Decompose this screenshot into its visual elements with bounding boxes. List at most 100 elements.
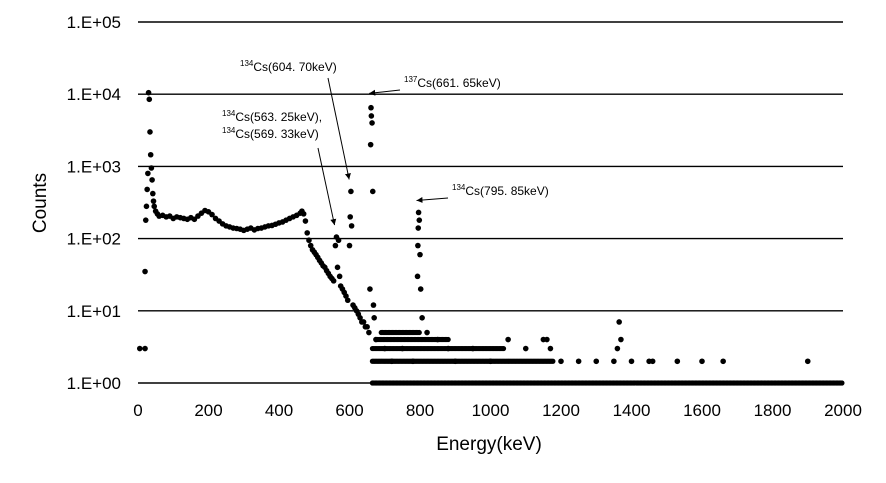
data-point bbox=[419, 314, 425, 321]
data-point bbox=[381, 345, 388, 352]
data-point bbox=[370, 302, 377, 308]
data-point bbox=[307, 242, 314, 249]
peak-annotations: 134Cs(604. 70keV) 137Cs(661. 65keV) 134Cs(… bbox=[222, 59, 549, 226]
peak-annotation-label: 137Cs(661. 65keV) bbox=[404, 75, 501, 90]
data-point bbox=[415, 225, 422, 231]
data-point bbox=[343, 293, 349, 299]
annotation-arrow bbox=[416, 197, 449, 204]
x-tick-label: 1000 bbox=[472, 401, 510, 420]
data-point bbox=[330, 278, 337, 284]
data-point bbox=[415, 209, 422, 216]
data-point bbox=[417, 286, 424, 292]
peak-annotation-label: 134Cs(569. 33keV) bbox=[222, 126, 319, 141]
data-point bbox=[304, 230, 311, 236]
data-point bbox=[445, 345, 452, 352]
data-point bbox=[614, 345, 621, 352]
y-tick-label: 1.E+02 bbox=[67, 230, 121, 249]
data-point bbox=[487, 358, 494, 365]
data-point bbox=[148, 165, 155, 171]
x-tick-label: 200 bbox=[194, 401, 222, 420]
data-point bbox=[368, 104, 374, 111]
data-point bbox=[415, 242, 421, 249]
data-point bbox=[505, 336, 511, 343]
data-point bbox=[522, 345, 529, 352]
data-point bbox=[145, 89, 152, 96]
data-points bbox=[136, 89, 845, 386]
data-point bbox=[593, 358, 600, 365]
data-point bbox=[142, 217, 149, 223]
data-point bbox=[142, 345, 148, 352]
data-point bbox=[649, 358, 656, 365]
data-point bbox=[416, 217, 423, 223]
data-point bbox=[368, 113, 375, 119]
data-point bbox=[150, 190, 156, 197]
data-point bbox=[348, 188, 354, 195]
data-point bbox=[410, 358, 416, 365]
data-point bbox=[146, 96, 153, 103]
data-point bbox=[674, 358, 681, 365]
data-point bbox=[550, 358, 556, 364]
data-point bbox=[306, 237, 312, 244]
data-point bbox=[357, 314, 363, 321]
data-point bbox=[369, 188, 376, 195]
data-point bbox=[334, 264, 341, 271]
data-point bbox=[628, 358, 635, 365]
data-point bbox=[434, 336, 441, 343]
data-point bbox=[209, 211, 215, 218]
peak-annotation-label: 134Cs(604. 70keV) bbox=[240, 59, 337, 74]
x-tick-label: 1800 bbox=[754, 401, 792, 420]
data-point bbox=[300, 211, 307, 217]
data-point bbox=[720, 358, 726, 365]
data-point bbox=[416, 329, 422, 336]
data-point bbox=[804, 358, 811, 365]
data-point bbox=[373, 336, 379, 343]
data-point bbox=[335, 237, 342, 244]
data-point bbox=[445, 336, 451, 343]
data-point bbox=[544, 336, 550, 343]
data-point bbox=[147, 129, 153, 135]
x-tick-label: 1400 bbox=[613, 401, 651, 420]
data-point bbox=[136, 345, 143, 352]
data-point bbox=[366, 329, 372, 336]
annotation-arrow bbox=[369, 89, 401, 96]
data-point bbox=[344, 297, 351, 304]
y-tick-label: 1.E+05 bbox=[67, 13, 121, 32]
annotation-arrow bbox=[317, 147, 337, 226]
x-tick-label: 600 bbox=[335, 401, 363, 420]
x-tick-label: 2000 bbox=[824, 401, 862, 420]
y-tick-label: 1.E+00 bbox=[67, 374, 121, 393]
data-point bbox=[149, 177, 155, 183]
data-point bbox=[302, 218, 309, 224]
data-point bbox=[424, 329, 430, 336]
data-point bbox=[839, 380, 845, 386]
data-point bbox=[618, 336, 624, 343]
x-tick-label: 800 bbox=[406, 401, 434, 420]
data-point bbox=[547, 345, 554, 352]
data-point bbox=[147, 151, 154, 158]
x-tick-label: 1600 bbox=[683, 401, 721, 420]
peak-annotation-label: 134Cs(795. 85keV) bbox=[452, 183, 549, 198]
x-tick-label: 1200 bbox=[542, 401, 580, 420]
data-point bbox=[575, 358, 582, 365]
data-point bbox=[150, 198, 157, 204]
annotation-arrow bbox=[327, 77, 351, 180]
x-tick-label: 0 bbox=[133, 401, 142, 420]
data-point bbox=[336, 273, 343, 280]
x-tick-label: 400 bbox=[265, 401, 293, 420]
data-point bbox=[500, 345, 507, 352]
data-point bbox=[142, 268, 148, 275]
data-point bbox=[144, 186, 150, 193]
data-point bbox=[616, 319, 622, 325]
data-point bbox=[611, 358, 617, 365]
data-point bbox=[417, 251, 423, 258]
y-axis-title: Counts bbox=[30, 173, 51, 233]
data-point bbox=[332, 242, 339, 249]
data-point bbox=[399, 345, 406, 352]
peak-annotation-label: 134Cs(563. 25keV), bbox=[222, 109, 322, 124]
data-point bbox=[558, 358, 564, 365]
data-point bbox=[348, 223, 355, 229]
y-tick-label: 1.E+01 bbox=[67, 302, 121, 321]
data-point bbox=[151, 203, 158, 210]
data-point bbox=[371, 314, 377, 321]
